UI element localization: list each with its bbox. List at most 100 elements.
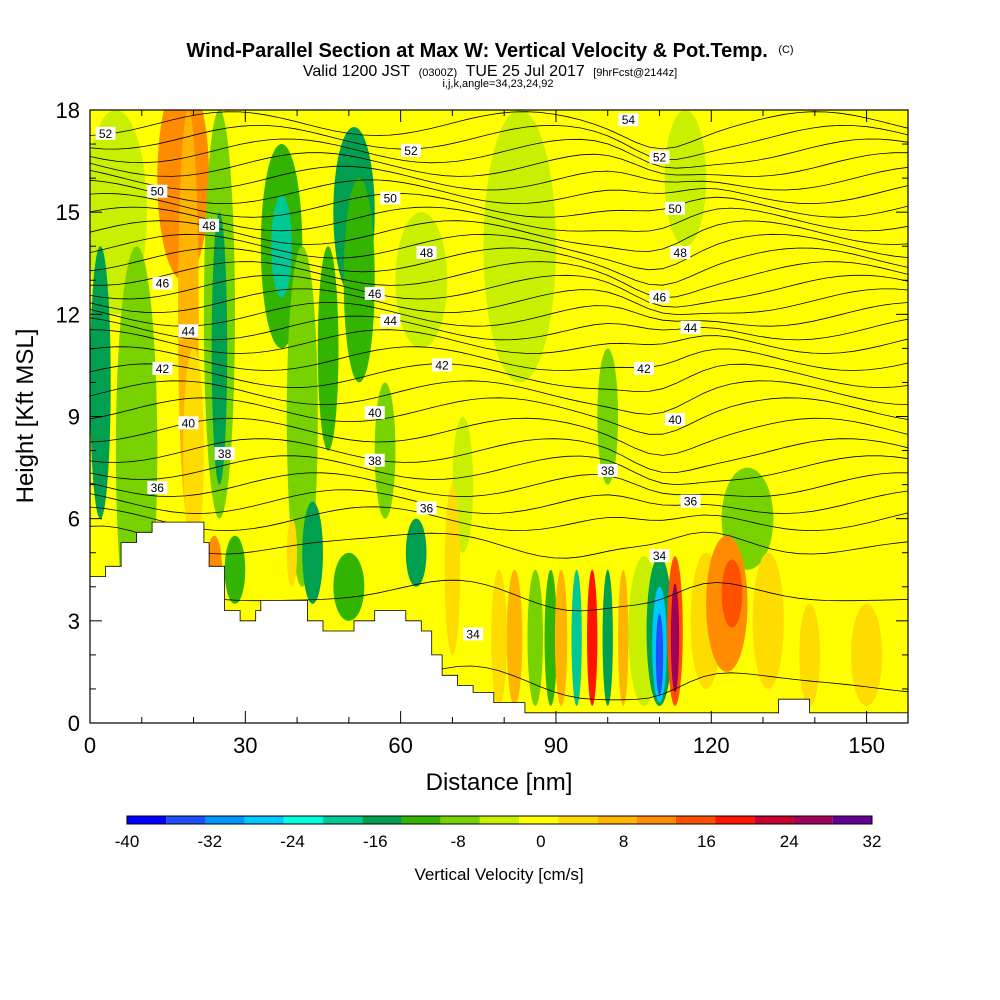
isentrope-21 bbox=[90, 220, 908, 252]
contour-label-bg bbox=[665, 412, 686, 426]
colorbar-tick-label: 32 bbox=[863, 832, 882, 851]
colorbar-swatch-14 bbox=[675, 816, 716, 824]
chart-subtitle-indices: i,j,k,angle=34,23,24,92 bbox=[442, 78, 553, 90]
contour-label-text: 48 bbox=[420, 246, 434, 260]
terrain-mask bbox=[90, 521, 908, 723]
colorbar-title: Vertical Velocity [cm/s] bbox=[414, 865, 583, 884]
isentrope-6 bbox=[90, 455, 908, 486]
velocity-cell-24 bbox=[483, 110, 556, 383]
velocity-cell-12 bbox=[286, 246, 318, 587]
contour-label-bg bbox=[618, 113, 639, 127]
copyright-mark: (C) bbox=[778, 44, 793, 56]
contour-label-text: 38 bbox=[601, 464, 615, 478]
colorbar-swatch-13 bbox=[636, 816, 676, 824]
contour-label-bg bbox=[649, 150, 670, 164]
subtitle-forecast: [9hrFcst@2144z] bbox=[593, 67, 677, 79]
contour-label-bg bbox=[416, 501, 437, 515]
colorbar-swatch-17 bbox=[793, 816, 833, 824]
colorbar-swatch-2 bbox=[205, 816, 245, 824]
colorbar-tick-label: -24 bbox=[280, 832, 305, 851]
isentrope-3 bbox=[90, 506, 908, 532]
contour-label-text: 44 bbox=[684, 321, 698, 335]
y-tick-label: 6 bbox=[68, 507, 80, 532]
contour-label-text: 40 bbox=[668, 413, 682, 427]
isentrope-11 bbox=[90, 363, 908, 392]
isentrope-16 bbox=[90, 288, 908, 315]
x-tick-label: 120 bbox=[693, 733, 730, 758]
contour-label-bg bbox=[152, 361, 173, 375]
colorbar: -40 -32 -24 -16 -8 0 8 16 24 32 bbox=[115, 815, 882, 851]
velocity-cell-42 bbox=[670, 583, 680, 693]
contour-label-text: 36 bbox=[151, 481, 165, 495]
colorbar-swatch-18 bbox=[832, 816, 872, 824]
y-tick-label: 15 bbox=[56, 200, 80, 225]
contour-label-bg bbox=[364, 453, 385, 467]
x-tick-label: 60 bbox=[388, 733, 412, 758]
colorbar-swatch-0 bbox=[127, 816, 167, 824]
terrain bbox=[90, 521, 908, 723]
contour-label-11: 52 bbox=[649, 150, 670, 165]
contour-label-bg bbox=[147, 481, 168, 495]
contour-label-bg bbox=[670, 246, 691, 260]
velocity-cell-29 bbox=[506, 569, 523, 706]
chart-subtitle: Valid 1200 JST (0300Z) TUE 25 Jul 2017 [… bbox=[303, 63, 677, 80]
contour-label-15: 48 bbox=[670, 246, 691, 260]
velocity-cell-20 bbox=[405, 518, 427, 587]
isentrope-19 bbox=[90, 247, 908, 286]
velocity-cell-36 bbox=[618, 569, 629, 706]
contour-label-20: 42 bbox=[432, 358, 453, 372]
contour-label-2: 48 bbox=[199, 218, 220, 233]
contour-label-bg bbox=[380, 314, 401, 328]
velocity-cell-26 bbox=[664, 110, 707, 247]
y-tick-label: 12 bbox=[56, 302, 80, 327]
colorbar-swatch-9 bbox=[479, 816, 520, 824]
colorbar-frame bbox=[126, 815, 873, 825]
x-tick-label: 0 bbox=[84, 733, 96, 758]
contour-label-18: 44 bbox=[380, 314, 401, 328]
isentrope-4 bbox=[90, 489, 908, 515]
velocity-cell-32 bbox=[554, 569, 568, 706]
velocity-cell-48 bbox=[851, 603, 883, 706]
y-tick-label: 0 bbox=[68, 711, 80, 736]
y-tick-label: 3 bbox=[68, 609, 80, 634]
colorbar-tick-label: -32 bbox=[197, 832, 222, 851]
subtitle-date: TUE 25 Jul 2017 bbox=[466, 63, 585, 80]
contour-label-text: 38 bbox=[218, 447, 232, 461]
contour-label-bg bbox=[432, 358, 453, 372]
contour-label-text: 46 bbox=[156, 277, 170, 291]
contour-label-9: 54 bbox=[618, 113, 639, 127]
isentrope-22 bbox=[90, 206, 908, 232]
contour-label-bg bbox=[649, 549, 670, 563]
contour-label-27: 36 bbox=[680, 494, 701, 509]
velocity-cell-15 bbox=[286, 518, 298, 587]
isentrope-8 bbox=[90, 417, 908, 456]
velocity-cell-5 bbox=[183, 348, 204, 553]
contour-label-text: 50 bbox=[384, 192, 398, 206]
contour-label-1: 50 bbox=[147, 184, 168, 199]
velocity-cell-14 bbox=[317, 246, 339, 451]
contour-label-6: 40 bbox=[178, 416, 199, 430]
isentrope-27 bbox=[90, 138, 908, 169]
velocity-cell-46 bbox=[752, 552, 784, 689]
y-tick-label: 18 bbox=[56, 98, 80, 123]
contour-label-bg bbox=[178, 324, 199, 338]
colorbar-swatch-12 bbox=[597, 816, 637, 824]
colorbar-swatch-4 bbox=[283, 816, 324, 824]
contour-label-bg bbox=[680, 494, 701, 508]
contour-label-text: 52 bbox=[653, 151, 667, 165]
contour-label-text: 42 bbox=[435, 358, 449, 372]
contour-label-text: 46 bbox=[368, 287, 382, 301]
velocity-cell-31 bbox=[544, 569, 557, 706]
contour-label-bg bbox=[147, 184, 168, 198]
contour-label-text: 50 bbox=[668, 202, 682, 216]
isentrope-17 bbox=[90, 274, 908, 308]
contour-label-bg bbox=[400, 143, 421, 157]
contour-label-bg bbox=[416, 246, 437, 260]
colorbar-tick-label: 0 bbox=[536, 832, 545, 851]
chart-title: Wind-Parallel Section at Max W: Vertical… bbox=[186, 40, 767, 62]
contour-label-bg bbox=[380, 191, 401, 205]
isentrope-1 bbox=[90, 578, 908, 612]
contour-label-bg bbox=[680, 320, 701, 334]
colorbar-tick-label: 16 bbox=[697, 832, 716, 851]
contour-label-text: 44 bbox=[182, 324, 196, 338]
